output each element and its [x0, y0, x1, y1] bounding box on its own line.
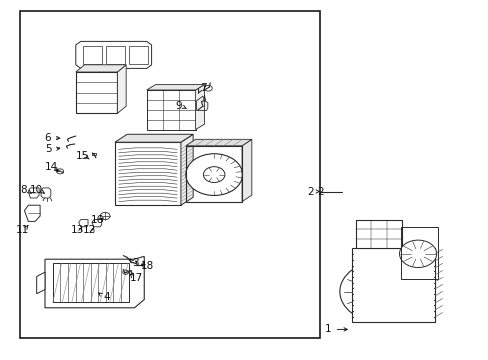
Bar	[400, 227, 437, 279]
Text: 7: 7	[199, 83, 206, 93]
Bar	[129, 46, 147, 64]
Text: 16: 16	[91, 215, 104, 225]
Text: 4: 4	[103, 292, 110, 302]
Text: 13: 13	[70, 225, 84, 235]
Polygon shape	[185, 139, 251, 146]
Polygon shape	[117, 65, 126, 113]
Circle shape	[185, 154, 242, 195]
Polygon shape	[79, 220, 88, 227]
Polygon shape	[115, 142, 181, 205]
Bar	[106, 46, 124, 64]
Text: 1: 1	[325, 324, 331, 334]
Text: 6: 6	[44, 132, 51, 143]
Polygon shape	[37, 272, 45, 294]
Circle shape	[203, 167, 224, 183]
Bar	[20, 11, 320, 338]
Bar	[53, 263, 128, 302]
Polygon shape	[92, 220, 102, 227]
Bar	[83, 46, 102, 64]
Polygon shape	[242, 139, 251, 202]
Text: 17: 17	[130, 273, 143, 283]
Text: 5: 5	[45, 144, 52, 154]
Text: 9: 9	[175, 101, 182, 111]
Polygon shape	[24, 205, 40, 221]
Text: 11: 11	[15, 225, 29, 235]
Bar	[351, 248, 434, 322]
Text: 15: 15	[75, 150, 89, 161]
Bar	[355, 220, 402, 248]
Text: 3: 3	[132, 258, 139, 268]
Circle shape	[339, 261, 422, 322]
Text: 8: 8	[20, 185, 27, 195]
Polygon shape	[76, 41, 151, 68]
Polygon shape	[181, 134, 193, 205]
Circle shape	[399, 240, 436, 267]
Text: 10: 10	[30, 185, 43, 195]
Bar	[146, 90, 195, 130]
Polygon shape	[41, 188, 51, 198]
Polygon shape	[28, 188, 39, 198]
Text: 12: 12	[82, 225, 96, 235]
Polygon shape	[195, 85, 204, 130]
Text: 18: 18	[141, 261, 154, 271]
Text: 2: 2	[306, 186, 313, 197]
Polygon shape	[146, 85, 204, 90]
Polygon shape	[76, 65, 126, 72]
Bar	[185, 146, 242, 202]
Text: 2: 2	[316, 186, 323, 197]
Polygon shape	[45, 256, 144, 308]
Text: 14: 14	[44, 162, 58, 172]
Bar	[76, 72, 117, 113]
Polygon shape	[115, 134, 193, 142]
